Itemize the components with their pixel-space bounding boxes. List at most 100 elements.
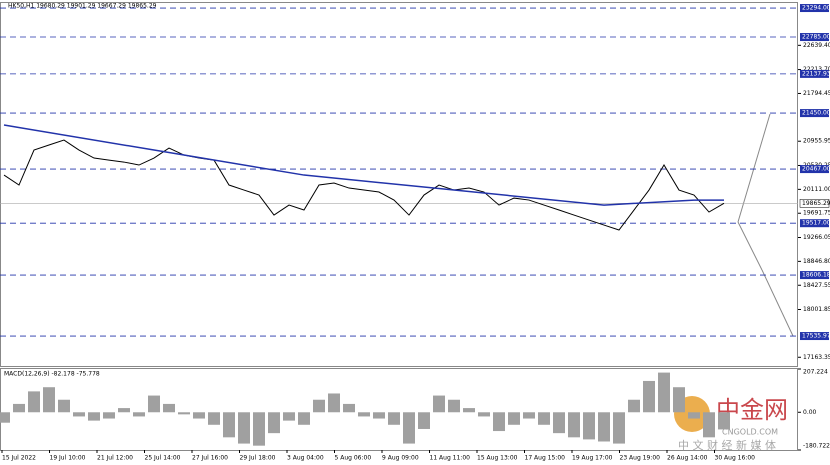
level-box [800,332,829,341]
x-tick-label: 19 Aug 17:00 [572,455,613,462]
macd-bar [133,412,145,417]
macd-bar [0,412,10,423]
macd-bar [478,412,490,417]
macd-bar [418,412,430,429]
macd-bar [58,399,70,413]
macd-bar [373,412,385,419]
x-tick-label: 15 Aug 13:00 [477,455,518,462]
x-tick-label: 15 Jul 2022 [2,455,36,462]
macd-bar [28,391,40,413]
macd-bar [343,403,355,413]
macd-bar [73,412,85,417]
macd-bar [568,412,580,438]
level-box [800,109,829,118]
macd-bar [613,412,625,444]
level-label: 22785.00 [802,34,830,41]
y-tick-label: 21794.45 [803,90,830,97]
macd-bar [688,412,700,419]
macd-bar [403,412,415,444]
macd-bar [298,412,310,425]
level-label: 21450.00 [802,110,830,117]
level-box [800,165,829,174]
x-tick-label: 5 Aug 06:00 [335,455,372,462]
y-tick-label: 20111.00 [803,186,830,193]
macd-bar [583,412,595,440]
x-tick-label: 29 Jul 18:00 [240,455,276,462]
macd-bar [88,412,100,421]
y-tick-label: 20955.95 [803,138,830,145]
macd-bar [538,412,550,425]
main-pane [0,2,798,367]
y-tick-label: 207.224 [803,369,828,376]
macd-bar [163,403,175,413]
y-tick-label: 19266.05 [803,234,830,241]
macd-bar [43,387,55,413]
macd-bar [523,412,535,419]
x-tick-label: 21 Jul 12:00 [97,455,133,462]
level-label: 17535.97 [802,333,830,340]
macd-bar [148,395,160,413]
macd-bar [598,412,610,442]
macd-pane [0,368,798,451]
macd-bar [463,408,475,413]
macd-bar [718,412,730,430]
macd-bar [13,403,25,413]
macd-bar [643,380,655,413]
y-tick-label: 18846.80 [803,258,830,265]
macd-bar [703,412,715,438]
y-tick-label: 19691.75 [803,210,830,217]
x-tick-label: 11 Aug 11:00 [430,455,471,462]
x-tick-label: 30 Aug 16:00 [715,455,756,462]
macd-bar [103,412,115,419]
macd-bar [508,412,520,425]
level-box [800,69,829,78]
watermark-site: CNGOLD.COM [722,428,778,437]
macd-bar [553,412,565,434]
chart-title: HK50,H1 19680.29 19901.29 19667.29 19865… [8,3,157,10]
level-label: 18606.18 [802,272,830,279]
macd-bar [328,393,340,413]
macd-bar [208,412,220,425]
x-tick-label: 25 Jul 14:00 [145,455,181,462]
macd-bar [433,395,445,413]
macd-bar [178,412,190,415]
y-tick-label: 18427.55 [803,282,830,289]
price-line [3,124,724,206]
macd-bar [223,412,235,438]
x-tick-label: 3 Aug 04:00 [287,455,324,462]
level-label: 22137.93 [802,70,830,77]
macd-title: MACD(12,26,9) -82.178 -75.778 [4,371,100,378]
y-tick-label: 22213.70 [803,66,830,73]
level-box [800,4,829,13]
level-label: 20467.00 [802,166,830,173]
current-price-label: 19865.29 [802,200,830,207]
macd-bar [358,412,370,417]
y-tick-label: -180.722 [803,443,830,450]
level-box [800,33,829,42]
watermark-slogan: 中 文 财 经 新 媒 体 [678,438,776,452]
macd-bar [253,412,265,446]
level-box [800,219,829,228]
projection-arrows [737,113,794,337]
x-tick-label: 27 Jul 16:00 [192,455,228,462]
y-tick-label: 22639.40 [803,42,830,49]
macd-bar [238,412,250,444]
level-label: 19517.00 [802,220,830,227]
x-tick-label: 26 Aug 14:00 [667,455,708,462]
y-tick-label: 17163.35 [803,354,830,361]
macd-bar [313,399,325,413]
macd-bar [673,387,685,413]
macd-bar [448,399,460,413]
macd-bar [118,408,130,413]
x-tick-label: 19 Jul 10:00 [50,455,86,462]
x-tick-label: 23 Aug 19:00 [620,455,661,462]
x-tick-label: 17 Aug 15:00 [525,455,566,462]
price-line [3,139,725,231]
macd-bar [388,412,400,425]
y-tick-label: 0.00 [803,409,817,416]
macd-bar [658,372,670,413]
macd-bar [193,412,205,419]
x-tick-label: 9 Aug 09:00 [382,455,419,462]
